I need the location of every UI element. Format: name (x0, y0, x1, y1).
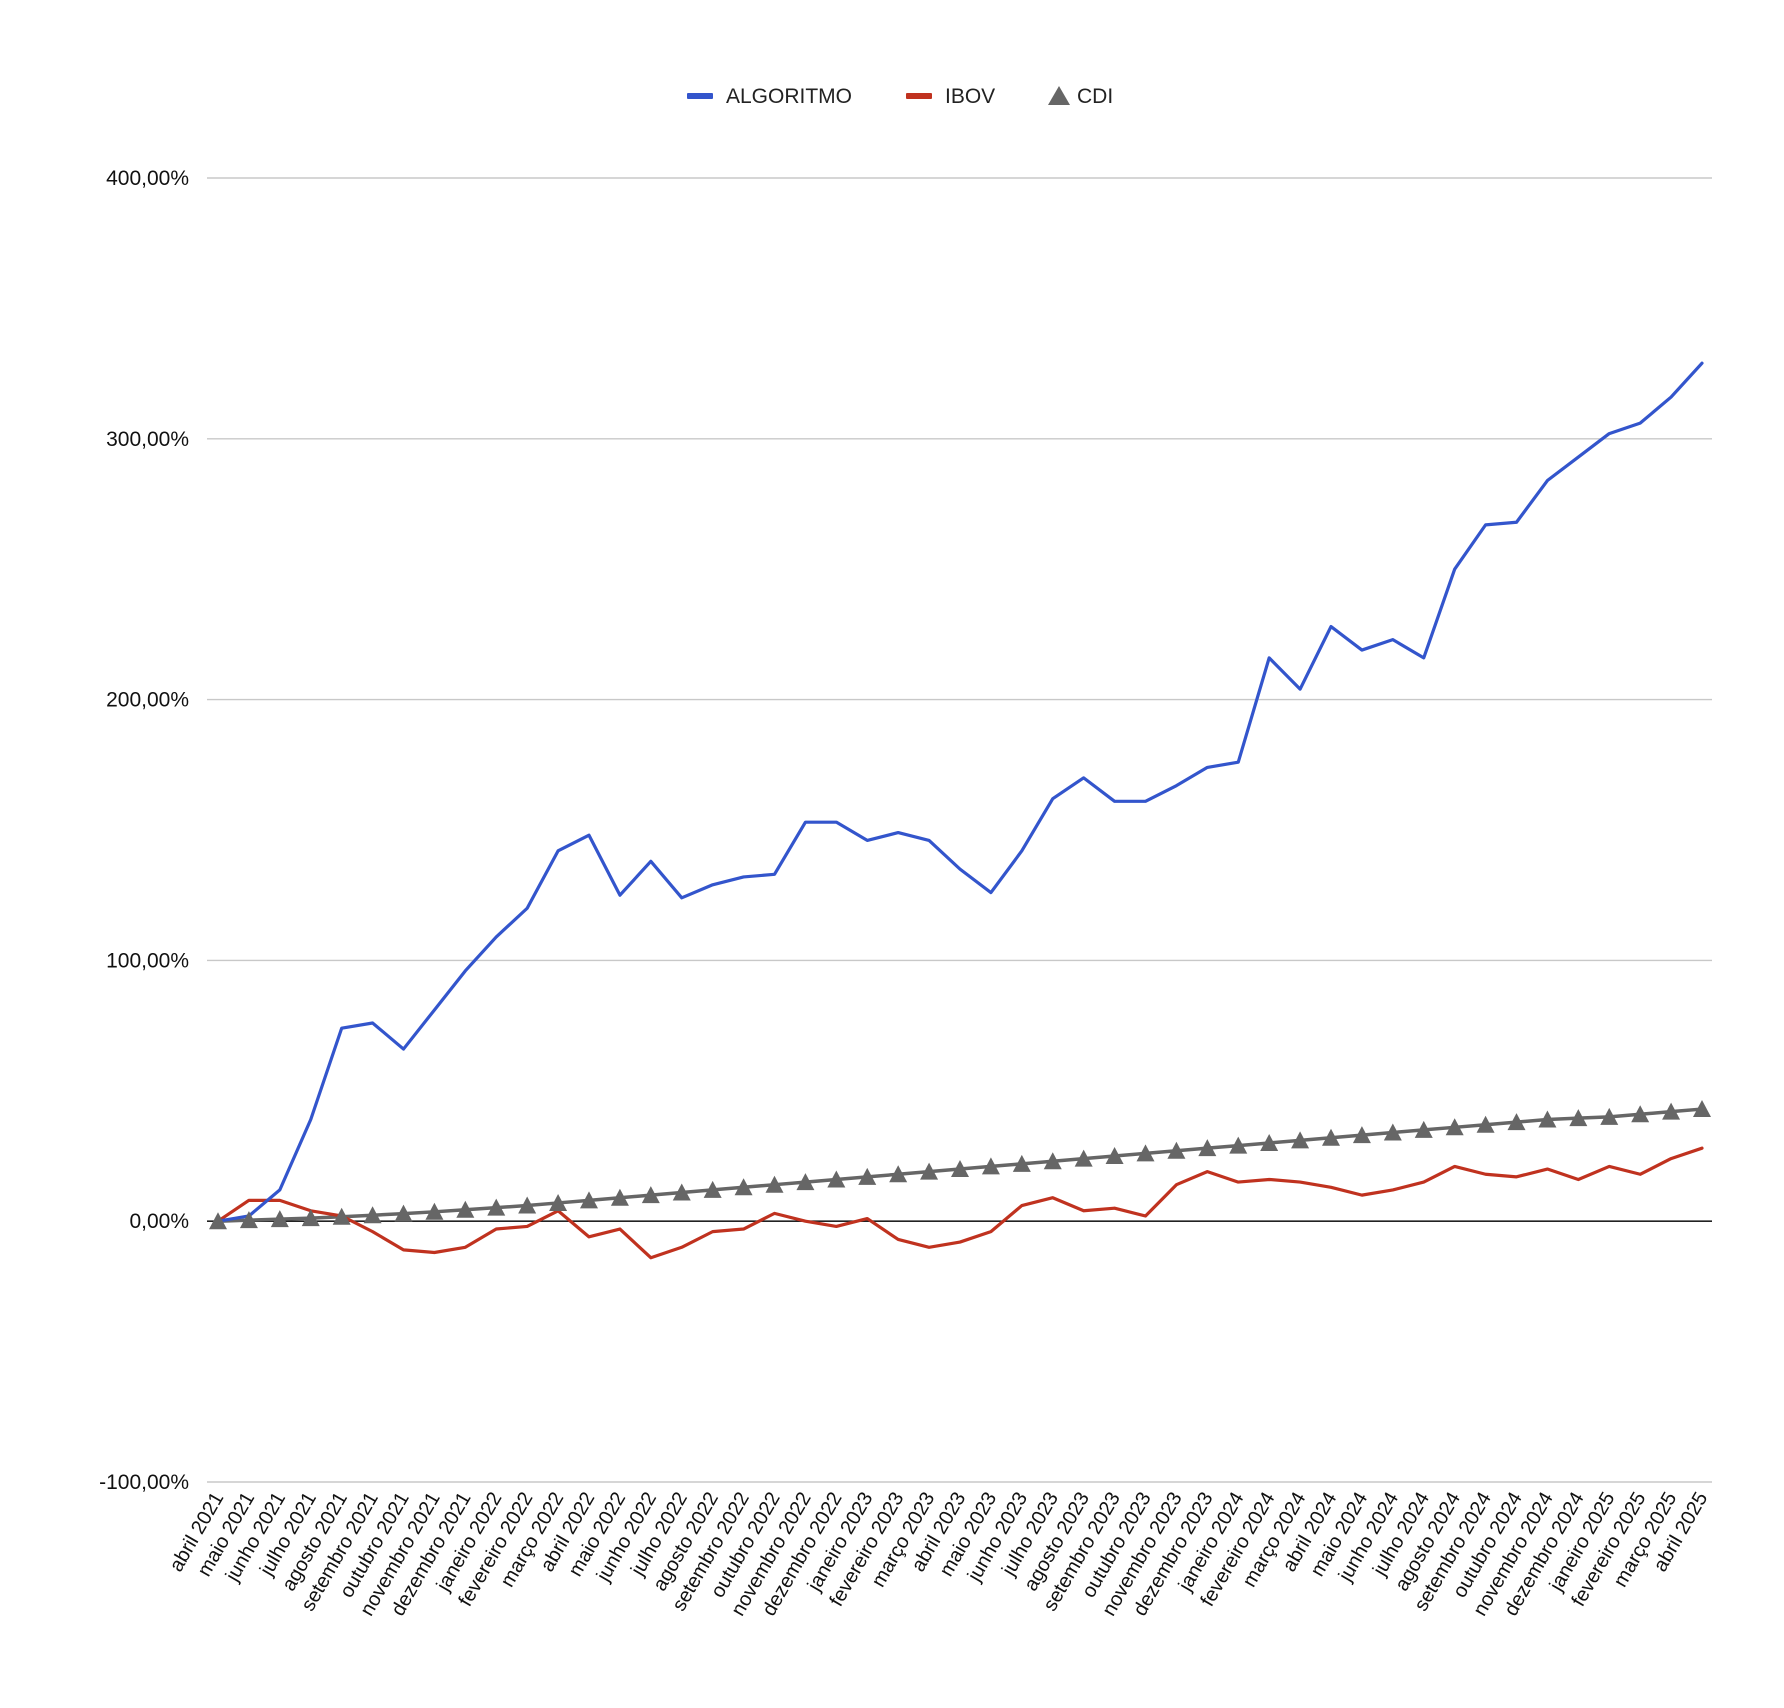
cdi-marker (209, 1212, 227, 1230)
cdi-marker (1631, 1105, 1650, 1123)
cdi-marker (301, 1209, 320, 1227)
legend-swatch-ibov (906, 93, 932, 99)
cdi-marker (1569, 1109, 1588, 1127)
cdi-marker (765, 1175, 784, 1193)
cdi-marker (1198, 1139, 1217, 1157)
cdi-marker (1352, 1126, 1371, 1144)
cdi-marker (796, 1173, 815, 1191)
cdi-marker (1260, 1133, 1279, 1151)
cdi-marker (1445, 1118, 1464, 1136)
grid-lines (207, 177, 1712, 1483)
cdi-marker (1074, 1149, 1093, 1167)
cdi-marker (920, 1162, 939, 1180)
cdi-marker (1383, 1123, 1402, 1141)
cdi-marker (1291, 1131, 1310, 1149)
cdi-marker (1229, 1136, 1248, 1154)
cdi-marker (456, 1200, 475, 1218)
cdi-marker (703, 1180, 722, 1198)
series-line-ibov (216, 1146, 1704, 1260)
cdi-marker (1600, 1107, 1619, 1125)
series-line-algoritmo (216, 361, 1704, 1223)
cdi-marker (394, 1204, 413, 1222)
y-tick-label: -100,00% (99, 1471, 189, 1494)
cdi-marker (580, 1191, 598, 1209)
cdi-marker (889, 1165, 908, 1183)
series-lines (216, 361, 1704, 1260)
cdi-marker (1507, 1113, 1526, 1131)
y-tick-label: 200,00% (106, 689, 189, 712)
y-tick-label: 300,00% (106, 428, 189, 451)
legend-item-algoritmo: ALGORITMO (687, 85, 852, 108)
chart-legend: ALGORITMO IBOV CDI (687, 85, 1113, 108)
y-tick-label: 100,00% (106, 949, 189, 972)
cdi-marker (1476, 1115, 1495, 1133)
legend-label-cdi: CDI (1077, 85, 1113, 108)
cdi-marker (827, 1170, 846, 1188)
cdi-marker (734, 1178, 753, 1196)
cdi-marker (518, 1196, 537, 1214)
y-tick-label: 400,00% (106, 167, 189, 190)
cdi-marker (1693, 1100, 1711, 1118)
cdi-marker (1136, 1144, 1155, 1162)
cdi-marker (1662, 1102, 1681, 1120)
cdi-marker (1167, 1141, 1186, 1159)
cdi-marker (1043, 1152, 1062, 1170)
cdi-marker (549, 1193, 568, 1211)
cdi-marker (363, 1206, 382, 1224)
cdi-marker (487, 1198, 506, 1216)
cdi-marker (981, 1157, 1000, 1175)
cdi-marker (672, 1183, 691, 1201)
cdi-marker (332, 1207, 351, 1225)
legend-swatch-algoritmo (687, 93, 713, 99)
y-tick-label: 0,00% (129, 1210, 189, 1233)
legend-label-algoritmo: ALGORITMO (726, 85, 852, 108)
cdi-marker (425, 1202, 444, 1220)
cdi-marker (641, 1186, 660, 1204)
series-markers (209, 1100, 1711, 1230)
legend-swatch-cdi (1048, 86, 1070, 105)
cdi-marker (1322, 1128, 1340, 1146)
legend-label-ibov: IBOV (945, 85, 995, 108)
legend-item-ibov: IBOV (906, 85, 995, 108)
legend-item-cdi: CDI (1048, 85, 1113, 108)
cdi-marker (1414, 1120, 1433, 1138)
cdi-marker (1012, 1154, 1031, 1172)
cdi-marker (951, 1160, 969, 1178)
cdi-marker (270, 1210, 289, 1228)
cdi-marker (858, 1167, 877, 1185)
cdi-marker (610, 1188, 629, 1206)
y-axis-ticks: 400,00% 300,00% 200,00% 100,00% 0,00% -100,00… (99, 167, 189, 1494)
cdi-marker (239, 1211, 258, 1229)
cdi-marker (1538, 1110, 1557, 1128)
cdi-marker (1105, 1147, 1124, 1164)
